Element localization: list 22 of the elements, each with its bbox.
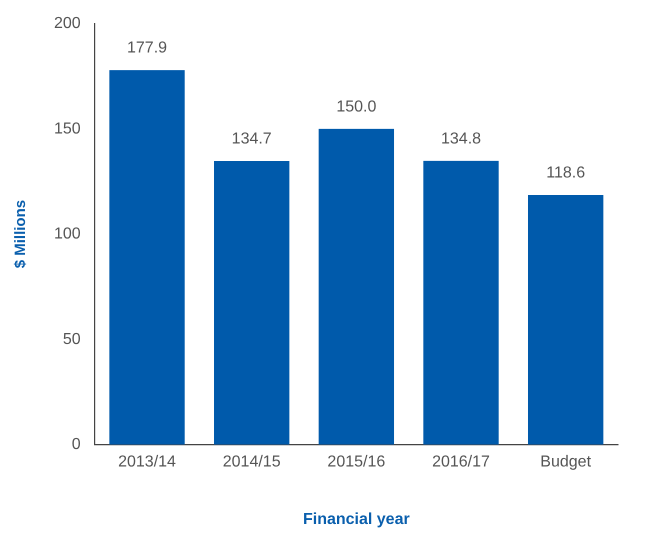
bar	[528, 194, 604, 445]
bar	[423, 160, 499, 445]
x-tick-label: Budget	[540, 454, 592, 471]
x-tick-label: 2014/15	[222, 454, 281, 471]
data-label: 177.9	[127, 40, 168, 57]
x-tick-label: 2013/14	[118, 454, 176, 471]
bar	[109, 70, 185, 445]
data-label: 134.8	[440, 130, 482, 148]
x-axis-title: Financial year	[302, 510, 410, 528]
y-tick-label: 100	[54, 226, 81, 243]
y-tick-label: 200	[54, 15, 81, 32]
y-tick-label: 50	[62, 330, 81, 348]
x-tick-label: 2015/16	[327, 454, 386, 471]
y-axis-title: $ Millions	[12, 200, 30, 268]
y-tick-label: 150	[54, 120, 81, 138]
data-label: 150.0	[336, 98, 376, 116]
data-label: 134.7	[232, 130, 272, 148]
x-tick-label: 2016/17	[432, 454, 490, 471]
data-label: 118.6	[546, 164, 586, 182]
bar	[318, 128, 394, 445]
y-tick-label: 0	[72, 436, 81, 454]
bar	[214, 161, 290, 445]
